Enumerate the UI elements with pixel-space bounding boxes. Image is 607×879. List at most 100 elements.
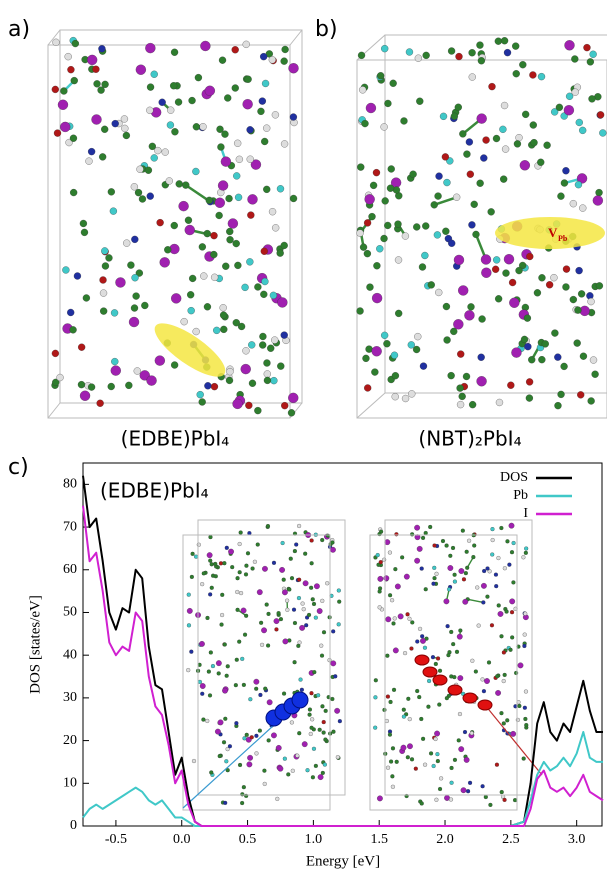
atom	[336, 622, 341, 627]
atom	[589, 356, 598, 364]
caption: (EDBE)PbI₄	[121, 427, 230, 451]
atom	[240, 363, 251, 375]
atom	[453, 319, 464, 330]
atom	[224, 673, 229, 678]
orbital-blob	[291, 691, 309, 709]
atom	[65, 138, 73, 147]
atom	[271, 336, 279, 344]
atom	[464, 310, 475, 321]
atom	[586, 58, 595, 66]
atom	[97, 86, 105, 94]
atom	[53, 129, 62, 137]
atom	[501, 650, 506, 655]
atom	[427, 281, 435, 289]
atom	[259, 620, 264, 625]
atom	[210, 664, 216, 669]
atom	[405, 612, 410, 617]
atom	[494, 584, 499, 589]
atom	[512, 798, 518, 803]
atom	[258, 97, 267, 105]
atom	[197, 679, 202, 684]
atom	[448, 797, 454, 802]
atom	[468, 401, 477, 409]
atom	[171, 293, 182, 304]
atom	[363, 219, 372, 227]
atom	[414, 524, 421, 531]
atom	[203, 229, 211, 238]
atom	[292, 620, 298, 626]
atom	[362, 354, 370, 362]
atom	[502, 566, 507, 571]
atom	[180, 318, 188, 326]
atom	[234, 657, 239, 662]
atom	[487, 569, 492, 574]
atom	[428, 751, 434, 756]
atom	[504, 609, 509, 614]
y-tick-label: 80	[63, 477, 77, 492]
atom	[260, 53, 268, 61]
atom	[280, 540, 285, 546]
atom	[80, 228, 89, 237]
atom	[382, 707, 387, 712]
atom	[513, 140, 522, 148]
atom	[230, 565, 235, 570]
atom	[187, 291, 195, 299]
atom	[260, 290, 268, 298]
atom	[294, 542, 299, 547]
atom	[494, 37, 502, 45]
y-axis-label: DOS [states/eV]	[27, 595, 43, 694]
atom	[405, 755, 410, 760]
atom	[564, 40, 575, 51]
atom	[57, 99, 69, 110]
atom	[446, 157, 454, 165]
atom	[271, 111, 280, 119]
atom	[213, 561, 218, 566]
atom	[383, 340, 391, 348]
atom	[519, 61, 527, 69]
atom	[204, 85, 216, 96]
chart: 0 10 20 30 40 50 60 70 80 -0.5 0.0 0.5 1.0 1.5 2.0 2.5 3…	[27, 462, 604, 869]
atom	[446, 653, 451, 658]
atom	[323, 737, 328, 742]
atom	[526, 252, 534, 261]
atom	[158, 98, 166, 106]
atom	[67, 66, 75, 74]
atom	[405, 48, 414, 56]
atom	[217, 143, 225, 151]
atom	[431, 763, 436, 769]
atom	[468, 221, 476, 229]
atom	[201, 571, 206, 576]
atom	[259, 642, 265, 647]
atom	[131, 274, 139, 282]
atom	[222, 642, 227, 647]
atom	[394, 583, 401, 590]
atom	[388, 699, 393, 705]
atom	[271, 732, 277, 739]
atom	[262, 768, 267, 773]
atom	[277, 362, 285, 370]
atom	[170, 82, 178, 90]
atom	[281, 691, 287, 696]
atom	[397, 613, 404, 620]
atom	[437, 786, 443, 792]
atom	[288, 392, 299, 404]
atom	[203, 303, 212, 311]
atom	[186, 623, 192, 628]
atom	[182, 181, 190, 189]
atom	[228, 548, 234, 555]
atom	[482, 136, 490, 144]
atom	[78, 343, 86, 351]
atom	[241, 283, 249, 292]
atom	[285, 607, 290, 612]
atom	[384, 99, 392, 108]
atom	[515, 134, 523, 142]
atom	[481, 267, 492, 278]
atom	[204, 382, 212, 390]
atom	[456, 400, 465, 409]
atom	[385, 653, 390, 658]
atom	[447, 565, 454, 571]
atom	[277, 297, 288, 308]
atom	[234, 721, 239, 726]
atom	[200, 691, 205, 696]
atom	[254, 406, 262, 415]
